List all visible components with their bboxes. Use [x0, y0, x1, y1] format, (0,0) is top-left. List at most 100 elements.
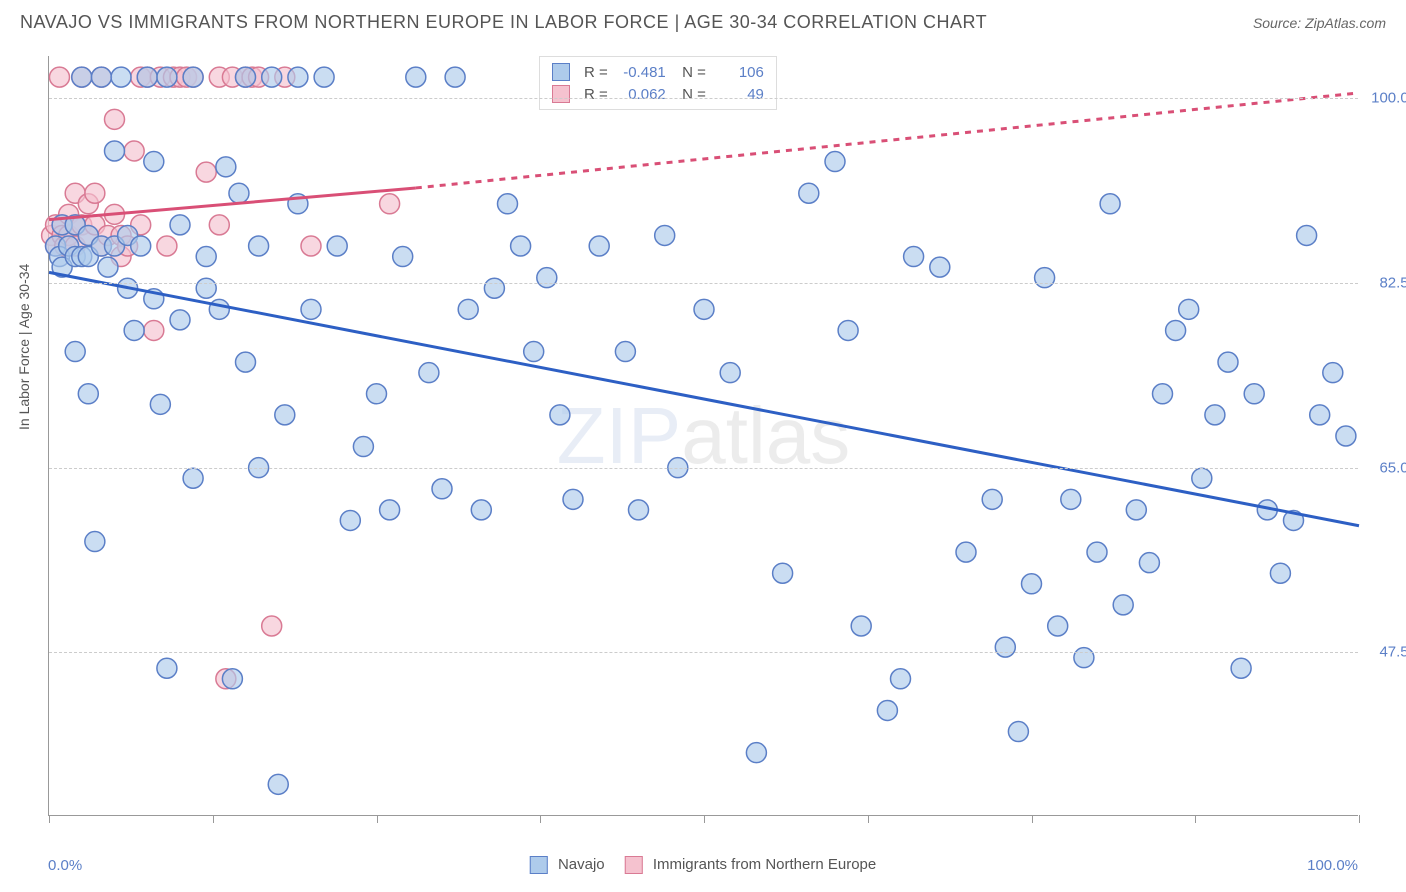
data-point — [1100, 194, 1120, 214]
data-point — [353, 437, 373, 457]
y-tick-label: 47.5% — [1379, 644, 1406, 661]
data-point — [170, 310, 190, 330]
x-tick — [1032, 815, 1033, 823]
source-label: Source: ZipAtlas.com — [1253, 15, 1386, 31]
data-point — [1166, 320, 1186, 340]
data-point — [589, 236, 609, 256]
data-point — [150, 394, 170, 414]
data-point — [222, 669, 242, 689]
data-point — [124, 141, 144, 161]
data-point — [1323, 363, 1343, 383]
chart-plot-area: ZIPatlas R = -0.481 N = 106 R = 0.062 N … — [48, 56, 1358, 816]
legend-item-navajo: Navajo — [530, 856, 605, 874]
data-point — [511, 236, 531, 256]
data-point — [1270, 563, 1290, 583]
y-tick-label: 100.0% — [1371, 90, 1406, 107]
data-point — [1218, 352, 1238, 372]
data-point — [458, 299, 478, 319]
data-point — [1179, 299, 1199, 319]
data-point — [78, 384, 98, 404]
data-point — [72, 67, 92, 87]
x-tick — [1195, 815, 1196, 823]
data-point — [340, 510, 360, 530]
data-point — [1192, 468, 1212, 488]
data-point — [655, 225, 675, 245]
data-point — [432, 479, 452, 499]
data-point — [209, 215, 229, 235]
y-axis-label: In Labor Force | Age 30-34 — [16, 264, 32, 430]
data-point — [170, 215, 190, 235]
data-point — [406, 67, 426, 87]
data-point — [799, 183, 819, 203]
data-point — [301, 299, 321, 319]
data-point — [380, 194, 400, 214]
data-point — [229, 183, 249, 203]
data-point — [183, 67, 203, 87]
x-tick — [868, 815, 869, 823]
gridline — [49, 283, 1358, 284]
data-point — [262, 67, 282, 87]
data-point — [262, 616, 282, 636]
data-point — [196, 162, 216, 182]
navajo-swatch-icon — [552, 63, 570, 81]
data-point — [196, 247, 216, 267]
data-point — [216, 157, 236, 177]
data-point — [209, 299, 229, 319]
data-point — [773, 563, 793, 583]
data-point — [851, 616, 871, 636]
data-point — [1244, 384, 1264, 404]
data-point — [236, 352, 256, 372]
data-point — [144, 320, 164, 340]
x-axis-min-label: 0.0% — [48, 857, 82, 874]
data-point — [275, 405, 295, 425]
data-point — [236, 67, 256, 87]
x-tick — [49, 815, 50, 823]
data-point — [877, 700, 897, 720]
data-point — [484, 278, 504, 298]
data-point — [537, 268, 557, 288]
data-point — [91, 67, 111, 87]
data-point — [1297, 225, 1317, 245]
data-point — [268, 774, 288, 794]
data-point — [694, 299, 714, 319]
data-point — [629, 500, 649, 520]
legend-item-europe: Immigrants from Northern Europe — [625, 856, 877, 874]
data-point — [1087, 542, 1107, 562]
data-point — [498, 194, 518, 214]
data-point — [380, 500, 400, 520]
data-point — [720, 363, 740, 383]
data-point — [196, 278, 216, 298]
data-point — [49, 67, 69, 87]
data-point — [1022, 574, 1042, 594]
data-point — [1061, 489, 1081, 509]
gridline — [49, 468, 1358, 469]
y-tick-label: 82.5% — [1379, 274, 1406, 291]
data-point — [111, 67, 131, 87]
x-tick — [704, 815, 705, 823]
data-point — [563, 489, 583, 509]
data-point — [137, 67, 157, 87]
data-point — [393, 247, 413, 267]
data-point — [183, 468, 203, 488]
data-point — [157, 658, 177, 678]
data-point — [1139, 553, 1159, 573]
data-point — [904, 247, 924, 267]
data-point — [1113, 595, 1133, 615]
stats-row-europe: R = 0.062 N = 49 — [552, 83, 764, 105]
data-point — [1310, 405, 1330, 425]
data-point — [327, 236, 347, 256]
data-point — [825, 152, 845, 172]
x-tick — [1359, 815, 1360, 823]
data-point — [956, 542, 976, 562]
data-point — [1205, 405, 1225, 425]
data-point — [995, 637, 1015, 657]
data-point — [1153, 384, 1173, 404]
europe-legend-swatch-icon — [625, 856, 643, 874]
data-point — [1048, 616, 1068, 636]
data-point — [445, 67, 465, 87]
scatter-svg — [49, 56, 1358, 815]
data-point — [157, 236, 177, 256]
gridline — [49, 652, 1358, 653]
data-point — [65, 342, 85, 362]
data-point — [367, 384, 387, 404]
